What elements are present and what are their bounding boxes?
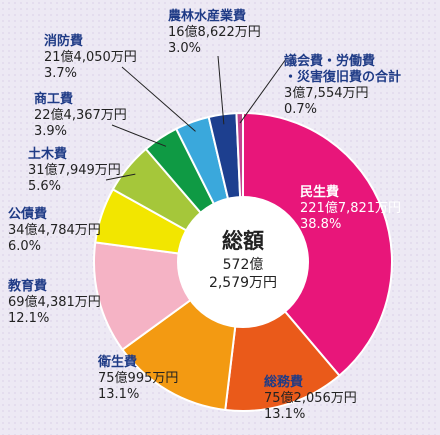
slice-label-percent: 3.7%: [44, 66, 77, 81]
slice-labels: 民生費221億7,821万円38.8%総務費75億2,056万円13.1%衛生費…: [7, 8, 401, 422]
slice-label-name: 消防費: [44, 33, 83, 49]
slice-label-amount: 16億8,622万円: [168, 24, 261, 40]
slice-label-amount: 21億4,050万円: [44, 49, 137, 65]
slice-label-name: 総務費: [264, 374, 303, 390]
center-total-line2: 2,579万円: [209, 275, 277, 291]
leader-line: [239, 58, 287, 124]
slice-label-amount: 22億4,367万円: [34, 107, 127, 123]
slice-label-percent: 5.6%: [28, 179, 61, 194]
slice-label-percent: 3.9%: [34, 124, 67, 139]
slice-label-percent: 0.7%: [284, 102, 317, 117]
slice-label-amount: 75億2,056万円: [264, 390, 357, 406]
slice-label-percent: 13.1%: [264, 407, 305, 422]
slice-label-name: 衛生費: [97, 354, 137, 370]
slice-label-percent: 12.1%: [8, 311, 49, 326]
slice-label-name: 公債費: [8, 206, 47, 222]
leader-line: [121, 66, 196, 132]
leader-line: [111, 124, 167, 147]
slice-label-name: 教育費: [7, 278, 47, 294]
slice-label-amount: 221億7,821万円: [300, 200, 401, 216]
slice-label-amount: 3億7,554万円: [284, 85, 369, 101]
leader-lines: [105, 55, 287, 181]
slice-label-name: 民生費: [300, 184, 339, 200]
center-hole: [177, 196, 309, 328]
slice-label-name: 商工費: [34, 91, 73, 107]
leader-line: [105, 173, 136, 181]
slice-label-amount: 69億4,381万円: [8, 294, 101, 310]
slice-label-name: 農林水産業費: [168, 8, 246, 24]
center-total-line1: 572億: [223, 257, 264, 273]
slice-label-name: ・災害復旧費の合計: [284, 69, 401, 85]
leader-line: [217, 55, 225, 125]
slice-label-percent: 38.8%: [300, 217, 341, 232]
slice-label-amount: 34億4,784万円: [8, 222, 101, 238]
slice-label-percent: 6.0%: [8, 239, 41, 254]
slice-label-amount: 31億7,949万円: [28, 162, 121, 178]
slice-label-amount: 75億995万円: [98, 370, 178, 386]
center-title: 総額: [222, 229, 264, 253]
slice-label-percent: 3.0%: [168, 41, 201, 56]
pie-slice: [242, 111, 393, 378]
slice-label-name: 土木費: [28, 146, 67, 162]
slice-label-percent: 13.1%: [98, 387, 139, 402]
slice-label-name: 議会費・労働費: [284, 53, 375, 69]
